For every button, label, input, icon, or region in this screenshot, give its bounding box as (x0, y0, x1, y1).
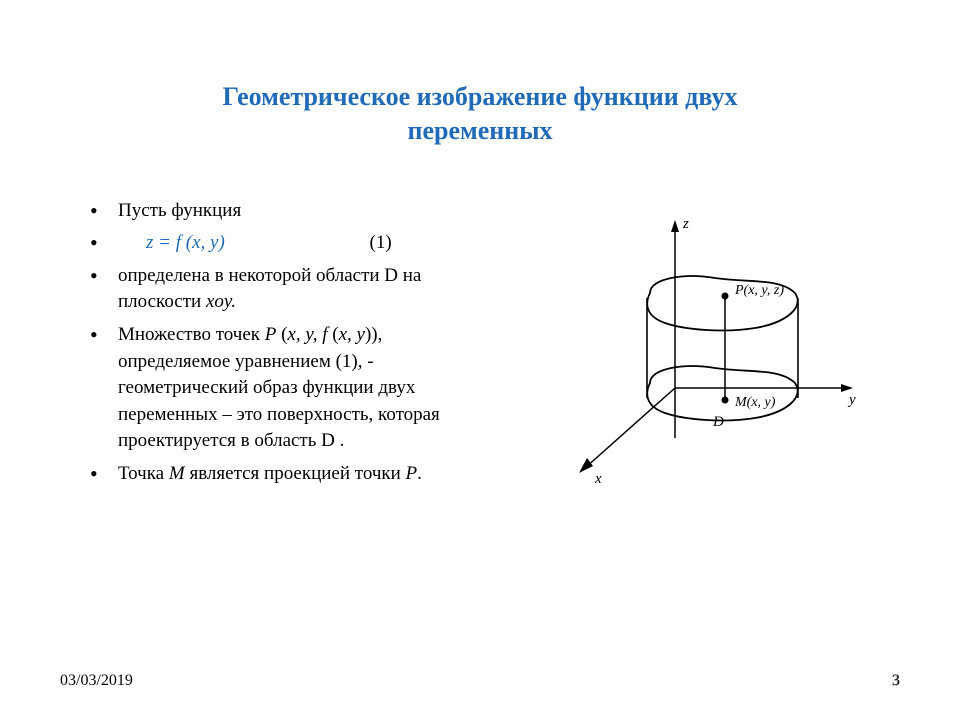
bullet-1: Пусть функция (90, 198, 480, 225)
equation-number: (1) (370, 232, 392, 253)
bullet-2: z = f (x, y) (1) (90, 230, 480, 257)
axis-label-y: y (847, 392, 856, 408)
axis-label-z: z (682, 216, 689, 232)
region-label-d: D (712, 414, 724, 430)
bullet-5: Точка M является проекцией точки P. (90, 461, 480, 488)
slide-title: Геометрическое изображение функции двух … (60, 80, 900, 148)
equation: z = f (x, y) (118, 232, 225, 253)
diagram-column: z y x P(x, y, z) M(x, y) D (500, 198, 900, 494)
content-area: Пусть функция z = f (x, y) (1) определен… (60, 198, 900, 494)
title-line-2: переменных (407, 116, 552, 145)
diagram-3d-surface: z y x P(x, y, z) M(x, y) D (535, 208, 865, 488)
page-number: 3 3 (892, 672, 900, 690)
bullet-4: Множество точек P (x, y, f (x, y)), опре… (90, 322, 480, 455)
footer: 03/03/2019 3 3 (60, 672, 900, 690)
bullet-list: Пусть функция z = f (x, y) (1) определен… (90, 198, 480, 488)
point-label-p: P(x, y, z) (734, 283, 784, 298)
text-column: Пусть функция z = f (x, y) (1) определен… (60, 198, 480, 494)
point-label-m: M(x, y) (734, 395, 776, 410)
footer-date: 03/03/2019 (60, 672, 133, 690)
bullet-3: определена в некоторой области D на плос… (90, 263, 480, 316)
title-line-1: Геометрическое изображение функции двух (223, 82, 738, 111)
axis-label-x: x (594, 471, 602, 487)
